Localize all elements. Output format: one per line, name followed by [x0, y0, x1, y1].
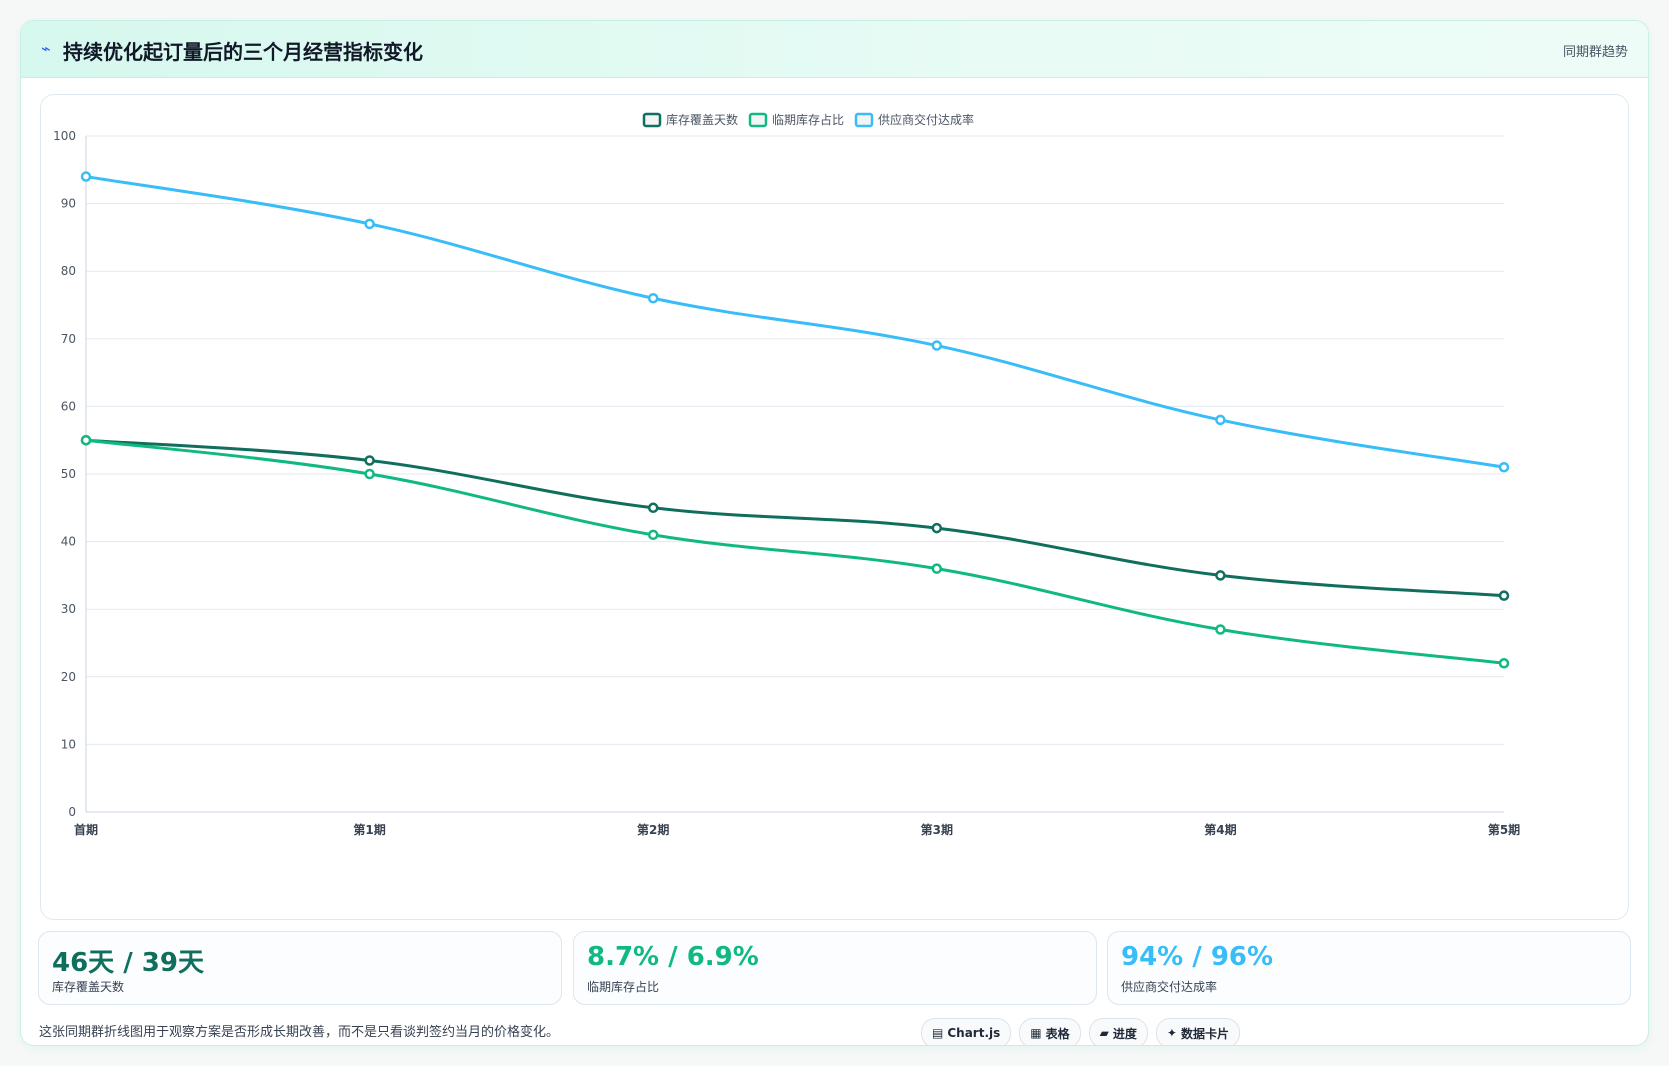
y-tick-label: 70	[61, 332, 76, 346]
y-tick-label: 90	[61, 197, 76, 211]
y-tick-label: 50	[61, 467, 76, 481]
footnote: 这张同期群折线图用于观察方案是否形成长期改善，而不是只看谈判签约当月的价格变化。	[39, 1025, 560, 1040]
y-tick-label: 80	[61, 264, 76, 278]
data-point	[1498, 461, 1510, 473]
pill-progress[interactable]: ▰ 进度	[1088, 1018, 1148, 1045]
data-point	[1215, 570, 1226, 581]
legend-swatch	[854, 112, 874, 128]
y-tick-label: 60	[61, 399, 76, 413]
y-tick-label: 10	[61, 737, 76, 751]
table-icon: ▦	[1030, 1026, 1042, 1040]
data-point	[364, 468, 375, 480]
pill-label: 数据卡片	[1180, 1026, 1229, 1041]
card-header: ⌁ 持续优化起订量后的三个月经营指标变化 同期群趋势	[21, 21, 1648, 78]
tag-pills: ▤ Chart.js ▦ 表格 ▰ 进度 ✦ 数据卡片	[921, 1018, 1240, 1045]
data-point	[931, 563, 943, 574]
legend-label: 供应商交付达成率	[878, 112, 974, 127]
x-tick-label: 第4期	[1204, 822, 1236, 837]
x-tick-label: 第2期	[637, 822, 669, 837]
x-tick-label: 第3期	[921, 822, 953, 837]
data-point	[647, 292, 659, 304]
x-tick-label: 第5期	[1488, 822, 1520, 837]
data-point	[1498, 590, 1510, 601]
chart-container: 0 10 20 30 40 50 60 70 80 90 100 首期 第1期 第2期 第3期 第4期 第5期 库…	[40, 94, 1629, 920]
legend-swatch	[642, 112, 662, 128]
sparkle-icon: ✦	[1166, 1026, 1177, 1040]
page-title: 持续优化起订量后的三个月经营指标变化	[63, 40, 423, 64]
series-line-2	[85, 175, 1505, 469]
stat-value: 8.7% / 6.9%	[587, 942, 759, 972]
pill-data-card[interactable]: ✦ 数据卡片	[1155, 1018, 1240, 1045]
data-point	[80, 171, 92, 182]
data-point	[364, 218, 375, 230]
y-tick-label: 100	[53, 129, 76, 143]
stat-label: 库存覆盖天数	[52, 980, 125, 994]
header-subtitle: 同期群趋势	[1562, 45, 1628, 60]
line-chart: 0 10 20 30 40 50 60 70 80 90 100 首期 第1期 第2期 第3期 第4期 第5期 库…	[53, 112, 1520, 837]
x-tick-label: 首期	[74, 822, 98, 837]
trend-icon: ⌁	[41, 39, 51, 58]
pill-label: 进度	[1112, 1026, 1137, 1041]
pill-label: 表格	[1045, 1026, 1070, 1041]
data-point	[364, 455, 375, 466]
data-point	[931, 522, 943, 534]
progress-icon: ▰	[1099, 1026, 1109, 1040]
legend-label: 临期库存占比	[772, 112, 844, 127]
data-point	[931, 340, 943, 351]
data-point	[1215, 414, 1226, 426]
y-tick-label: 20	[61, 670, 76, 684]
pill-table[interactable]: ▦ 表格	[1019, 1018, 1081, 1045]
data-point	[647, 529, 659, 541]
x-tick-label: 第1期	[353, 822, 385, 837]
series-line-1	[85, 438, 1505, 665]
y-tick-label: 40	[61, 535, 76, 549]
chart-icon: ▤	[932, 1026, 944, 1040]
legend-swatch	[748, 112, 768, 128]
stat-card-coverage: 46天 / 39天 库存覆盖天数	[38, 931, 562, 1005]
series-line-0	[85, 438, 1505, 598]
data-point	[80, 434, 92, 446]
data-point	[1498, 658, 1510, 669]
data-point	[1215, 624, 1226, 635]
stat-label: 供应商交付达成率	[1121, 980, 1218, 994]
stat-label: 临期库存占比	[587, 980, 660, 994]
y-tick-label: 30	[61, 602, 76, 616]
y-tick-label: 0	[68, 805, 76, 819]
data-point	[647, 502, 659, 514]
legend-label: 库存覆盖天数	[666, 112, 738, 127]
stat-card-delivery: 94% / 96% 供应商交付达成率	[1107, 931, 1631, 1005]
chart-card: ⌁ 持续优化起订量后的三个月经营指标变化 同期群趋势 0 10 20 30 40 50 60…	[20, 20, 1649, 1046]
pill-chartjs[interactable]: ▤ Chart.js	[921, 1018, 1012, 1045]
stat-value: 94% / 96%	[1121, 942, 1274, 972]
stat-value: 46天 / 39天	[52, 948, 204, 978]
stat-card-expiry: 8.7% / 6.9% 临期库存占比	[573, 931, 1097, 1005]
pill-label: Chart.js	[947, 1026, 1001, 1040]
